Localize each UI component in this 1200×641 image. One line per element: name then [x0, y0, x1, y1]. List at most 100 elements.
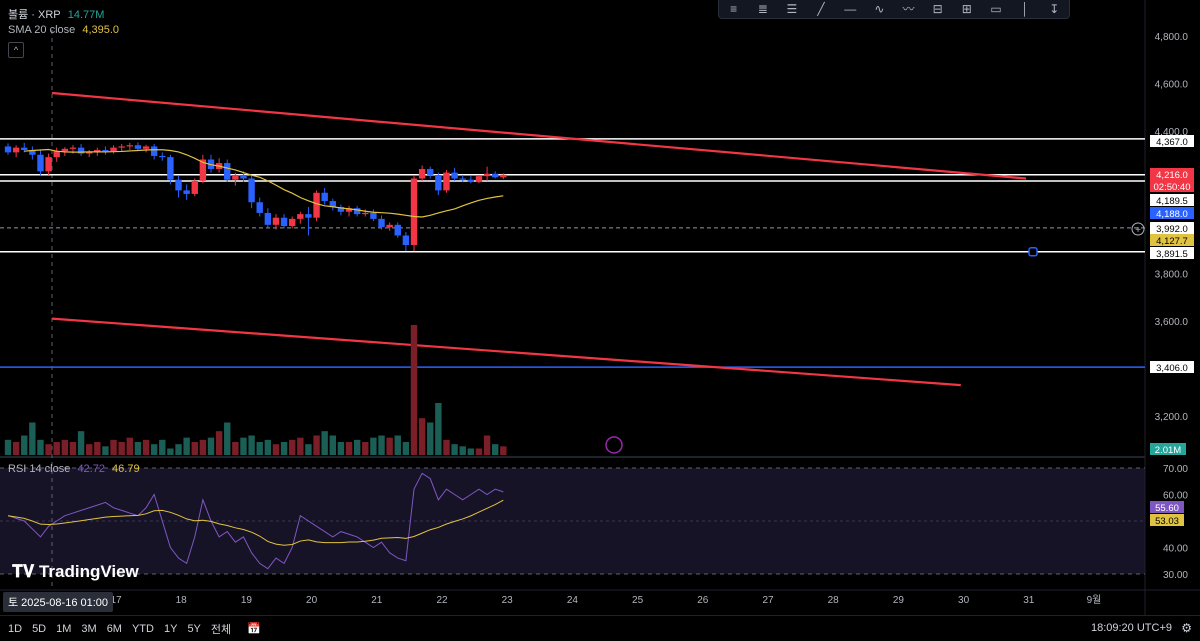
candle-body [280, 217, 288, 226]
candle-body [69, 147, 77, 149]
volume-bar [207, 437, 215, 455]
candle-body [305, 214, 312, 218]
price-label-text: 4,367.0 [1156, 137, 1188, 148]
range-button-all[interactable]: 전체 [210, 623, 232, 636]
candle-body [264, 212, 272, 225]
volume-bar [289, 439, 296, 455]
range-button-5y[interactable]: 5Y [187, 622, 201, 635]
price-label-badge [1150, 247, 1194, 259]
candle-body [370, 212, 377, 219]
rsi-ma-line [7, 499, 504, 546]
range-tool-icon[interactable]: ⊞ [961, 2, 972, 16]
measure-tool-icon[interactable]: ↧ [1049, 2, 1060, 16]
rsi-legend-value2: 46.79 [112, 463, 140, 475]
volume-bar [321, 431, 328, 455]
volume-bar [86, 444, 93, 455]
volume-bar [451, 444, 458, 455]
candle-body [313, 192, 320, 218]
vertical-line-tool-icon[interactable]: │ [1021, 2, 1029, 16]
draw-tool-icon[interactable]: ☰ [786, 2, 798, 16]
volume-bar [402, 442, 410, 455]
volume-bar [37, 439, 44, 455]
polyline-tool-icon[interactable]: 〰 [902, 2, 915, 16]
candle-body [126, 145, 133, 147]
volume-bar [313, 435, 320, 455]
volume-bar [4, 439, 12, 455]
logo-text: TradingView [38, 562, 139, 581]
range-button-ytd[interactable]: YTD [131, 622, 154, 635]
price-label-text: 02:50:40 [1154, 182, 1191, 193]
time-tick-label: 27 [762, 595, 774, 606]
candle-body [451, 172, 458, 179]
volume-bar [232, 442, 239, 455]
candle-body [394, 224, 401, 236]
candle-body [134, 145, 142, 149]
candle-body [337, 207, 345, 212]
price-tick-label: 3,800.0 [1155, 270, 1189, 281]
time-tick-label: 21 [371, 595, 383, 606]
range-button-1d[interactable]: 1D [8, 622, 23, 635]
price-tick-label: 4,400.0 [1155, 127, 1189, 138]
candle-body [410, 178, 418, 245]
range-tool-icon[interactable]: ⊟ [932, 2, 943, 16]
time-tick-label: 28 [828, 595, 840, 606]
candle-body [362, 212, 369, 215]
price-label-badge [1150, 207, 1194, 219]
time-tick-label: 25 [632, 595, 644, 606]
add-alert-icon [1131, 222, 1145, 236]
volume-bar [492, 444, 499, 455]
horizontal-line-tool-icon[interactable]: — [844, 2, 857, 16]
price-label-badge [1150, 234, 1194, 246]
volume-bar [435, 403, 442, 455]
draw-tool-icon[interactable]: ≣ [757, 2, 768, 16]
volume-bar [102, 446, 109, 455]
volume-bar [362, 442, 369, 455]
candle-body [418, 169, 426, 179]
tradingview-logo: 𝐓𝐕 TradingView [12, 562, 139, 582]
rsi-label-text: 53.03 [1155, 516, 1179, 527]
candle-body [402, 235, 410, 245]
path-tool-icon[interactable]: ∿ [874, 2, 885, 16]
candle-body [224, 163, 231, 180]
volume-bar [272, 444, 280, 455]
collapse-legend-button[interactable]: ^ [8, 42, 24, 58]
candle-body [435, 174, 442, 191]
range-button-3m[interactable]: 3M [81, 622, 97, 635]
volume-bar [500, 446, 507, 455]
volume-bar [443, 439, 450, 455]
trendline-tool-icon[interactable]: ╱ [817, 2, 825, 16]
volume-bar [418, 418, 426, 455]
volume-bar [29, 422, 36, 455]
rectangle-tool-icon[interactable]: ▭ [990, 2, 1002, 16]
clock-label[interactable]: 18:09:20 UTC+9 [1090, 622, 1172, 634]
date-range-calendar-icon[interactable]: 📅 [247, 623, 261, 635]
price-tick-label: 3,200.0 [1155, 412, 1189, 423]
time-tick-label: 22 [436, 595, 448, 606]
range-button-6m[interactable]: 6M [106, 622, 122, 635]
volume-bar [394, 435, 401, 455]
draw-tool-icon[interactable]: ≡ [730, 2, 738, 16]
settings-gear-icon[interactable]: ⚙ [1181, 621, 1192, 635]
volume-label-text: 2.01M [1155, 445, 1181, 456]
candle-body [492, 173, 499, 178]
range-button-1m[interactable]: 1M [56, 622, 72, 635]
price-chart[interactable]: 4,800.0 4,600.0 4,400.0 3,800.0 3,600.0 3,200… [0, 0, 1200, 615]
sma-legend: SMA 20 close 4,395.0 [8, 24, 123, 36]
candle-body [61, 148, 69, 152]
bottom-toolbar: 1D 5D 1M 3M 6M YTD 1Y 5Y 전체 📅 18:09:20 U… [0, 615, 1200, 641]
rsi-tick-label: 60.00 [1163, 491, 1188, 502]
price-label-badge [1150, 180, 1194, 192]
price-label-text: 3,406.0 [1156, 363, 1188, 374]
volume-bar [183, 437, 190, 455]
price-label-badge [1150, 361, 1194, 373]
trendline [51, 317, 961, 387]
volume-bar [280, 442, 288, 455]
volume-bar [159, 439, 166, 455]
time-tick-label: 29 [893, 595, 905, 606]
rsi-tick-label: 40.00 [1163, 544, 1188, 555]
volume-bar [305, 444, 312, 455]
range-button-1y[interactable]: 1Y [163, 622, 178, 635]
range-button-5d[interactable]: 5D [32, 622, 47, 635]
volume-alert-icon [605, 436, 623, 454]
volume-bar [167, 448, 174, 455]
